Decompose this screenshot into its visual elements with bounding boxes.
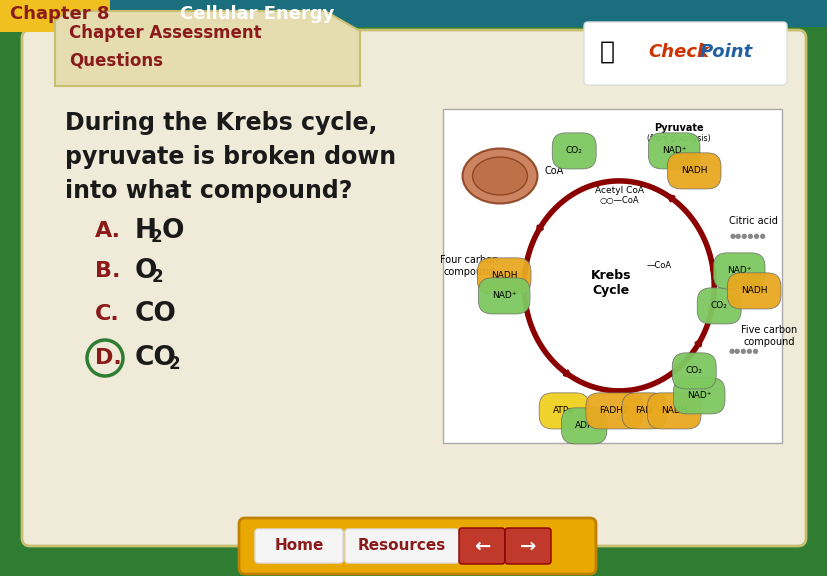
Text: CO: CO bbox=[135, 301, 177, 327]
Text: 2: 2 bbox=[151, 228, 162, 246]
Text: Citric acid: Citric acid bbox=[729, 216, 777, 226]
FancyBboxPatch shape bbox=[239, 518, 595, 574]
Text: into what compound?: into what compound? bbox=[65, 179, 352, 203]
Text: Pyruvate: Pyruvate bbox=[653, 123, 703, 133]
Text: Questions: Questions bbox=[69, 52, 163, 70]
Text: ←: ← bbox=[473, 536, 490, 555]
Text: Home: Home bbox=[274, 539, 323, 554]
Text: H: H bbox=[135, 218, 157, 244]
Text: ATP►: ATP► bbox=[552, 407, 575, 415]
Text: NADH: NADH bbox=[490, 271, 517, 281]
Text: Resources: Resources bbox=[357, 539, 446, 554]
Ellipse shape bbox=[472, 157, 527, 195]
FancyBboxPatch shape bbox=[504, 528, 550, 564]
Text: Cellular Energy: Cellular Energy bbox=[179, 5, 334, 23]
Text: 🏁: 🏁 bbox=[599, 40, 614, 64]
Text: ●●●●●●: ●●●●●● bbox=[729, 233, 765, 239]
Text: O: O bbox=[135, 258, 157, 284]
Ellipse shape bbox=[462, 149, 537, 203]
FancyBboxPatch shape bbox=[110, 0, 827, 27]
Text: D.: D. bbox=[95, 348, 122, 368]
Text: CO₂: CO₂ bbox=[565, 146, 582, 156]
Text: ○○—CoA: ○○—CoA bbox=[599, 196, 638, 206]
Text: (from glycolysis): (from glycolysis) bbox=[647, 134, 710, 143]
Text: CoA: CoA bbox=[544, 166, 563, 176]
FancyBboxPatch shape bbox=[583, 22, 786, 85]
Text: 2: 2 bbox=[169, 355, 180, 373]
Text: O: O bbox=[162, 218, 184, 244]
Text: During the Krebs cycle,: During the Krebs cycle, bbox=[65, 111, 377, 135]
FancyBboxPatch shape bbox=[0, 0, 123, 32]
Text: ●●●●●: ●●●●● bbox=[728, 348, 758, 354]
FancyBboxPatch shape bbox=[442, 109, 781, 443]
Text: FADH2: FADH2 bbox=[599, 407, 629, 415]
Text: Acetyl CoA: Acetyl CoA bbox=[594, 187, 643, 195]
Text: B.: B. bbox=[95, 261, 120, 281]
Text: ●●●●: ●●●● bbox=[501, 278, 526, 284]
Text: NADH: NADH bbox=[660, 407, 686, 415]
Text: A.: A. bbox=[95, 221, 121, 241]
Text: Chapter Assessment: Chapter Assessment bbox=[69, 24, 261, 42]
Text: CO: CO bbox=[135, 345, 177, 371]
FancyBboxPatch shape bbox=[255, 529, 342, 563]
Text: →: → bbox=[519, 536, 536, 555]
FancyBboxPatch shape bbox=[458, 528, 504, 564]
Text: CO₂: CO₂ bbox=[685, 366, 702, 376]
Text: Check: Check bbox=[648, 43, 708, 61]
Text: C.: C. bbox=[95, 304, 120, 324]
Text: NAD⁺: NAD⁺ bbox=[661, 146, 686, 156]
Text: NAD⁺: NAD⁺ bbox=[726, 266, 751, 275]
Text: Chapter 8: Chapter 8 bbox=[10, 5, 110, 23]
Polygon shape bbox=[55, 11, 360, 86]
Text: NAD⁺: NAD⁺ bbox=[686, 392, 710, 400]
Text: NAD⁺: NAD⁺ bbox=[491, 291, 516, 301]
Text: Point: Point bbox=[699, 43, 753, 61]
Text: Cycle: Cycle bbox=[592, 285, 629, 297]
FancyBboxPatch shape bbox=[22, 30, 805, 546]
Text: NADH: NADH bbox=[740, 286, 767, 295]
Text: Four carbon
compound: Four carbon compound bbox=[439, 255, 498, 277]
Text: —CoA: —CoA bbox=[646, 262, 671, 270]
Text: Krebs: Krebs bbox=[590, 270, 631, 282]
Text: 2: 2 bbox=[152, 268, 164, 286]
Text: FAD: FAD bbox=[635, 407, 652, 415]
Text: pyruvate is broken down: pyruvate is broken down bbox=[65, 145, 395, 169]
Text: ADP: ADP bbox=[574, 422, 593, 430]
Text: CO₂: CO₂ bbox=[710, 301, 727, 310]
Text: NADH: NADH bbox=[680, 166, 706, 176]
Text: Five carbon
compound: Five carbon compound bbox=[740, 325, 796, 347]
FancyBboxPatch shape bbox=[345, 529, 458, 563]
